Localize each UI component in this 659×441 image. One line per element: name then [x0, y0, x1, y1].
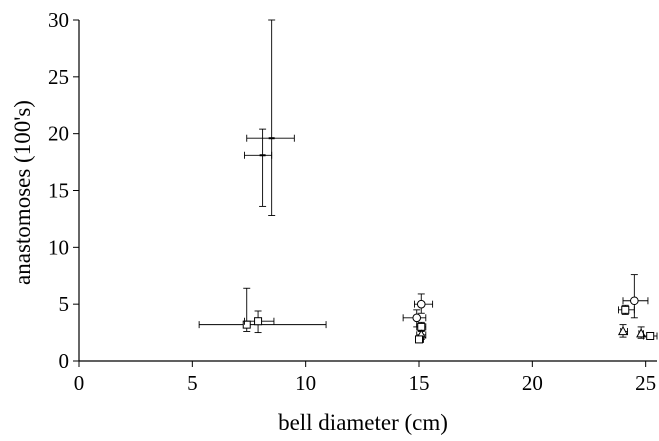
- data-point: [414, 293, 434, 314]
- x-ticks: 0 5 10 15 20 25: [74, 361, 656, 395]
- y-tick-label: 25: [48, 65, 69, 89]
- square-marker: [254, 317, 263, 326]
- y-tick-label: 15: [48, 179, 69, 203]
- circle-marker: [412, 313, 422, 323]
- data-point: [618, 304, 635, 315]
- circle-marker: [416, 299, 426, 309]
- x-axis-title: bell diameter (cm): [278, 410, 448, 435]
- square-marker: [415, 335, 423, 344]
- x-tick-label: 0: [74, 371, 85, 395]
- data-point: [244, 310, 275, 334]
- y-axis-title: anastomoses (100's): [10, 100, 35, 285]
- data-point: [246, 19, 295, 216]
- x-tick-label: 5: [187, 371, 198, 395]
- data-point: [642, 331, 658, 340]
- data-point: [244, 128, 273, 207]
- y-tick-label: 5: [59, 292, 70, 316]
- data-point: [617, 324, 629, 338]
- y-tick-label: 0: [59, 349, 70, 373]
- x-tick-label: 20: [522, 371, 543, 395]
- circle-marker: [630, 296, 639, 306]
- y-tick-label: 10: [48, 235, 69, 259]
- x-tick-label: 15: [409, 371, 430, 395]
- data-point: [198, 287, 327, 332]
- y-tick-label: 20: [48, 122, 69, 146]
- triangle-marker: [617, 325, 629, 336]
- data-points: [198, 19, 658, 344]
- data-point: [636, 326, 647, 339]
- axes: [78, 20, 657, 362]
- y-ticks: 0 5 10 15 20 25 30: [48, 8, 79, 373]
- data-point: [415, 335, 424, 344]
- square-marker: [646, 331, 655, 340]
- y-tick-label: 30: [48, 8, 69, 32]
- x-tick-label: 25: [635, 371, 656, 395]
- x-tick-label: 10: [295, 371, 316, 395]
- square-marker: [621, 305, 630, 314]
